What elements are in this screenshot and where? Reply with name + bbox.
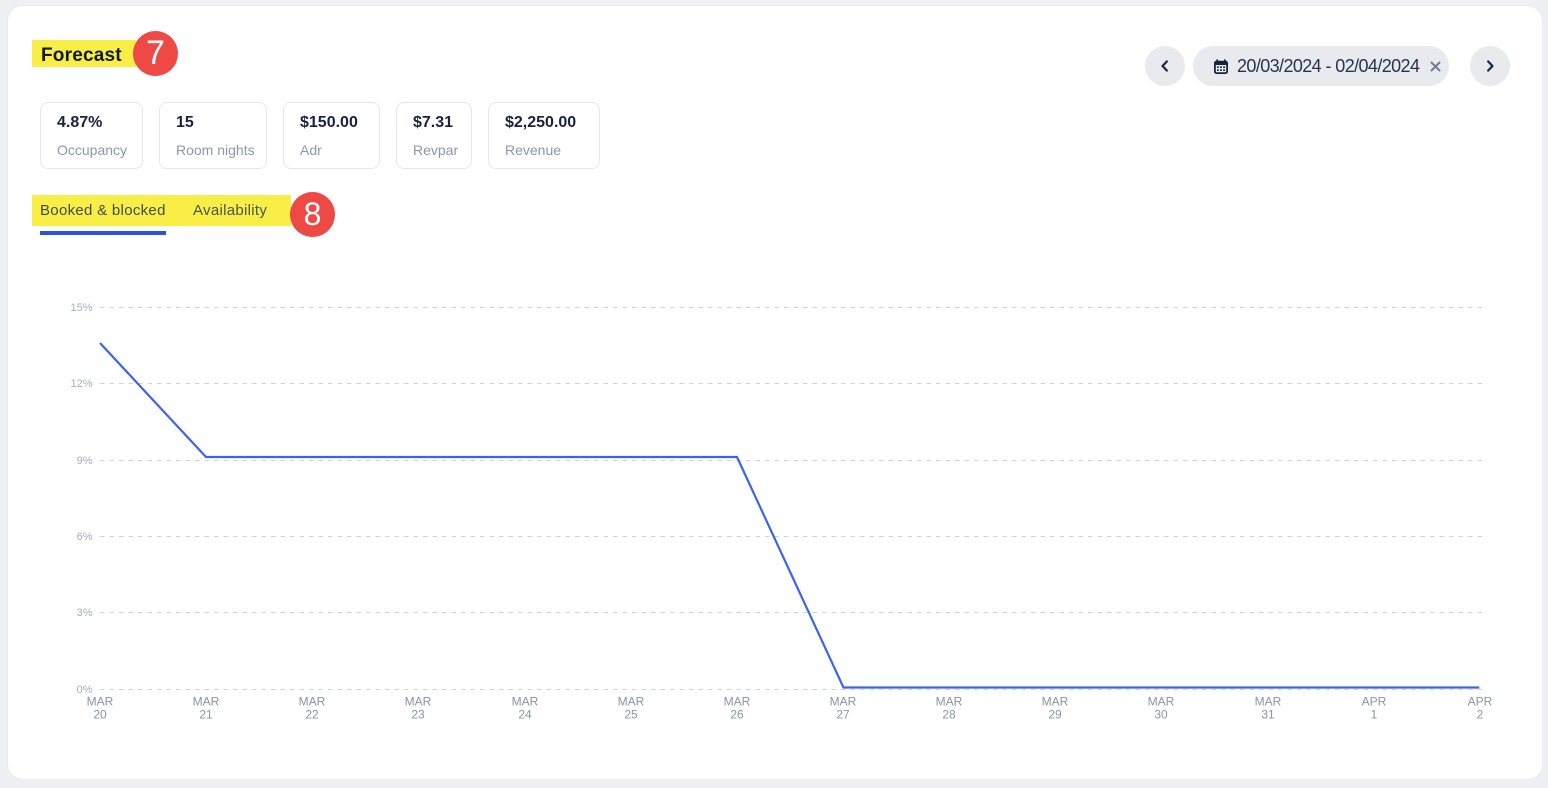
svg-text:0%: 0% <box>77 684 93 696</box>
svg-text:MAR: MAR <box>830 695 857 709</box>
svg-text:APR: APR <box>1362 695 1387 709</box>
svg-text:MAR: MAR <box>1042 695 1069 709</box>
svg-text:27: 27 <box>836 708 850 722</box>
svg-text:15%: 15% <box>70 302 92 314</box>
svg-text:28: 28 <box>942 708 956 722</box>
svg-text:MAR: MAR <box>405 695 432 709</box>
svg-text:MAR: MAR <box>193 695 220 709</box>
svg-text:9%: 9% <box>77 455 93 467</box>
svg-text:30: 30 <box>1154 708 1168 722</box>
svg-text:24: 24 <box>518 708 532 722</box>
svg-text:29: 29 <box>1048 708 1062 722</box>
svg-text:MAR: MAR <box>512 695 539 709</box>
svg-text:MAR: MAR <box>299 695 326 709</box>
svg-text:6%: 6% <box>77 531 93 543</box>
svg-text:MAR: MAR <box>1148 695 1175 709</box>
svg-text:MAR: MAR <box>936 695 963 709</box>
svg-text:23: 23 <box>411 708 425 722</box>
svg-text:31: 31 <box>1261 708 1275 722</box>
svg-text:25: 25 <box>624 708 638 722</box>
svg-text:2: 2 <box>1477 708 1484 722</box>
svg-text:MAR: MAR <box>724 695 751 709</box>
svg-text:22: 22 <box>305 708 319 722</box>
svg-text:MAR: MAR <box>87 695 114 709</box>
svg-text:MAR: MAR <box>1255 695 1282 709</box>
svg-text:MAR: MAR <box>618 695 645 709</box>
svg-text:3%: 3% <box>77 607 93 619</box>
svg-text:20: 20 <box>93 708 107 722</box>
svg-text:26: 26 <box>730 708 744 722</box>
svg-text:21: 21 <box>199 708 213 722</box>
svg-text:12%: 12% <box>70 378 92 390</box>
svg-text:1: 1 <box>1371 708 1378 722</box>
svg-text:APR: APR <box>1468 695 1493 709</box>
